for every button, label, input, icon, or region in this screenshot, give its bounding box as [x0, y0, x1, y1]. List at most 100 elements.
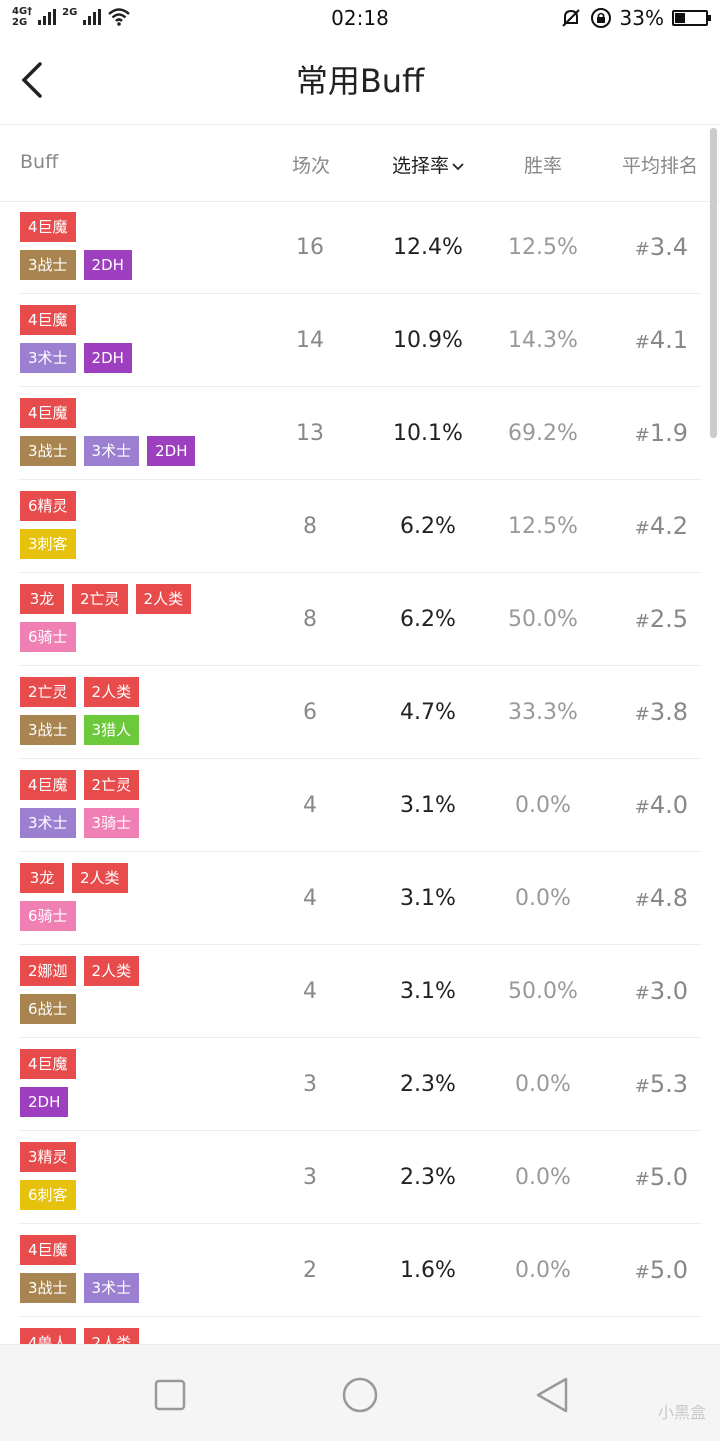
table-header: Buff 场次 选择率 胜率 平均排名	[0, 125, 720, 202]
rank-prefix: #	[634, 611, 650, 632]
buff-tag: 6精灵	[20, 491, 76, 521]
scrollbar[interactable]	[710, 128, 717, 438]
buff-tag-line: 6战士	[20, 994, 260, 1024]
rank-value: 1.9	[649, 419, 688, 447]
rank-value: 5.3	[649, 1070, 688, 1098]
home-button[interactable]	[340, 1375, 380, 1415]
table-row[interactable]: 3龙 2亡灵 2人类 6骑士 8 6.2% 50.0% #2.5	[18, 573, 702, 666]
buff-tag-line: 3战士 2DH	[20, 250, 260, 280]
table-row[interactable]: 4兽人 2人类	[18, 1317, 702, 1344]
buff-tag: 2DH	[20, 1087, 69, 1117]
table-row[interactable]: 4巨魔 3战士 3术士 2 1.6% 0.0% #5.0	[18, 1224, 702, 1317]
win-rate: 33.3%	[508, 700, 578, 725]
table-row[interactable]: 4巨魔 2亡灵 3术士 3骑士 4 3.1% 0.0% #4.0	[18, 759, 702, 852]
navigation-bar: 小黑盒	[0, 1344, 720, 1441]
buff-tags: 6精灵 3刺客	[20, 491, 260, 567]
pick-rate: 1.6%	[400, 1258, 456, 1283]
buff-tag-line: 4巨魔	[20, 305, 260, 335]
buff-tag-line: 6骑士	[20, 901, 260, 931]
win-rate: 0.0%	[515, 793, 571, 818]
avg-rank: #5.3	[608, 1070, 688, 1098]
buff-tag-line: 4巨魔	[20, 1049, 260, 1079]
games-count: 16	[296, 235, 324, 260]
table-row[interactable]: 3精灵 6刺客 3 2.3% 0.0% #5.0	[18, 1131, 702, 1224]
buff-tag: 3战士	[20, 250, 76, 280]
win-rate: 0.0%	[515, 1258, 571, 1283]
pick-rate: 2.3%	[400, 1072, 456, 1097]
buff-tag-line: 3战士 3术士 2DH	[20, 436, 260, 466]
table-row[interactable]: 4巨魔 3战士 2DH 16 12.4% 12.5% #3.4	[18, 201, 702, 294]
games-count: 6	[303, 700, 317, 725]
table-row[interactable]: 4巨魔 3术士 2DH 14 10.9% 14.3% #4.1	[18, 294, 702, 387]
buff-tags: 4巨魔 2亡灵 3术士 3骑士	[20, 770, 260, 846]
table-row[interactable]: 6精灵 3刺客 8 6.2% 12.5% #4.2	[18, 480, 702, 573]
buff-tag: 3龙	[20, 863, 64, 893]
rank-prefix: #	[634, 1262, 650, 1283]
buff-tag: 3战士	[20, 436, 76, 466]
pick-rate: 10.9%	[393, 328, 463, 353]
avg-rank: #4.0	[608, 791, 688, 819]
recent-apps-button[interactable]	[150, 1375, 190, 1415]
win-rate: 12.5%	[508, 514, 578, 539]
buff-tag: 3战士	[20, 715, 76, 745]
nav-back-button[interactable]	[532, 1375, 572, 1415]
avg-rank: #4.1	[608, 326, 688, 354]
buff-tag: 3术士	[20, 808, 76, 838]
signal-1-icon	[38, 9, 57, 25]
buff-tag-line: 3精灵	[20, 1142, 260, 1172]
rank-value: 2.5	[649, 605, 688, 633]
back-button[interactable]	[18, 58, 58, 102]
buff-tag: 4巨魔	[20, 212, 76, 242]
win-rate: 50.0%	[508, 607, 578, 632]
network-type-2: 2G	[62, 6, 78, 18]
table-row[interactable]: 4巨魔 2DH 3 2.3% 0.0% #5.3	[18, 1038, 702, 1131]
buff-tag: 4巨魔	[20, 770, 76, 800]
buff-tag-line: 4巨魔	[20, 398, 260, 428]
buff-tags: 4兽人 2人类	[20, 1328, 260, 1344]
buff-tag-line: 4兽人 2人类	[20, 1328, 260, 1344]
win-rate: 69.2%	[508, 421, 578, 446]
table-row[interactable]: 4巨魔 3战士 3术士 2DH 13 10.1% 69.2% #1.9	[18, 387, 702, 480]
column-win-rate[interactable]: 胜率	[524, 155, 563, 177]
watermark: 小黑盒	[657, 1403, 706, 1422]
avg-rank: #5.0	[608, 1163, 688, 1191]
win-rate: 0.0%	[515, 886, 571, 911]
pick-rate: 6.2%	[400, 607, 456, 632]
avg-rank: #3.0	[608, 977, 688, 1005]
column-pick-rate[interactable]: 选择率	[392, 151, 465, 178]
buff-tag-line: 4巨魔 2亡灵	[20, 770, 260, 800]
status-icons: 33%	[560, 6, 711, 30]
page-title: 常用Buff	[295, 62, 425, 100]
buff-tags: 3精灵 6刺客	[20, 1142, 260, 1218]
buff-tag: 3术士	[83, 436, 140, 466]
pick-rate: 4.7%	[400, 700, 456, 725]
buff-tags: 2亡灵 2人类 3战士 3猎人	[20, 677, 260, 753]
column-avg-rank[interactable]: 平均排名	[622, 155, 699, 177]
games-count: 8	[303, 514, 317, 539]
pick-rate: 12.4%	[393, 235, 463, 260]
buff-tag: 3术士	[83, 1273, 140, 1303]
games-count: 14	[296, 328, 324, 353]
games-count: 4	[303, 793, 317, 818]
rank-value: 3.4	[649, 233, 688, 261]
avg-rank: #3.8	[608, 698, 688, 726]
column-games[interactable]: 场次	[292, 155, 331, 177]
buff-tag-line: 4巨魔	[20, 212, 260, 242]
rank-value: 4.8	[649, 884, 688, 912]
buff-tag: 2亡灵	[20, 677, 76, 707]
buff-tag: 2亡灵	[72, 584, 128, 614]
buff-tag-line: 6刺客	[20, 1180, 260, 1210]
buff-tag: 3猎人	[83, 715, 140, 745]
buff-tag: 6刺客	[20, 1180, 76, 1210]
table-row[interactable]: 2亡灵 2人类 3战士 3猎人 6 4.7% 33.3% #3.8	[18, 666, 702, 759]
pick-rate: 3.1%	[400, 979, 456, 1004]
buff-tag: 2娜迦	[20, 956, 76, 986]
buff-tag: 4兽人	[20, 1328, 76, 1344]
buff-tag-line: 3龙 2人类	[20, 863, 260, 893]
pick-rate: 3.1%	[400, 886, 456, 911]
buff-tag-line: 4巨魔	[20, 1235, 260, 1265]
table-row[interactable]: 2娜迦 2人类 6战士 4 3.1% 50.0% #3.0	[18, 945, 702, 1038]
table-row[interactable]: 3龙 2人类 6骑士 4 3.1% 0.0% #4.8	[18, 852, 702, 945]
buff-tag: 3刺客	[20, 529, 76, 559]
win-rate: 14.3%	[508, 328, 578, 353]
